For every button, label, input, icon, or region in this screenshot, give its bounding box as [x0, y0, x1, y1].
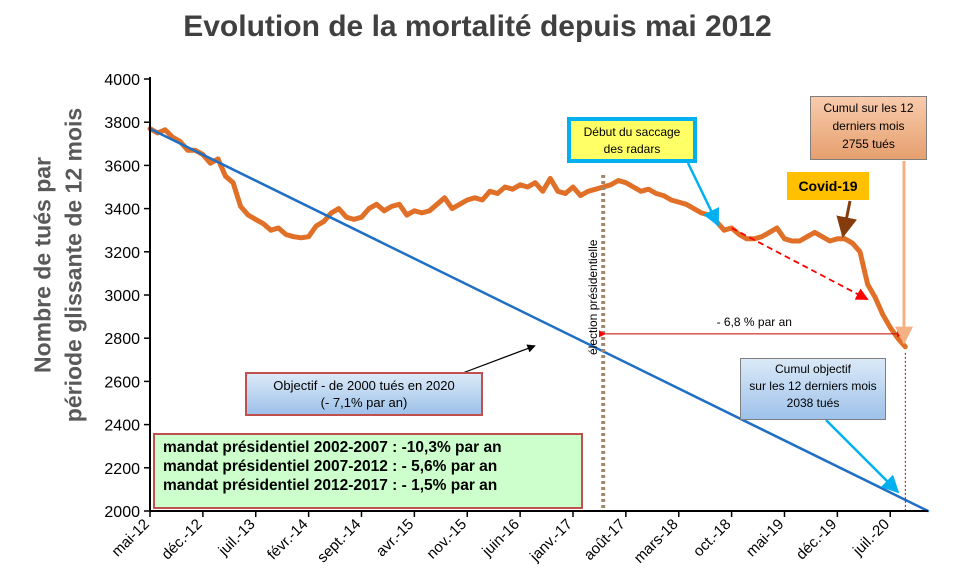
cumul-objectif-arrow	[825, 419, 900, 494]
x-tick-label: juil.-13	[215, 516, 259, 560]
x-tick-label: févr.-14	[264, 516, 311, 563]
x-tick-label: mai-12	[108, 516, 152, 560]
mandat-line-3: mandat présidentiel 2012-2017 : - 1,5% p…	[163, 477, 498, 494]
mandat-line-1: mandat présidentiel 2002-2007 : -10,3% p…	[163, 439, 502, 456]
x-tick-label: août-17	[581, 516, 629, 564]
x-tick-label: sept.-14	[314, 516, 364, 566]
y-tick-label: 2400	[104, 418, 140, 435]
x-tick-label: juin-16	[478, 516, 523, 561]
cumul-callout: Cumul sur les 12 derniers mois 2755 tués	[810, 96, 927, 160]
mandat-line-2: mandat présidentiel 2007-2012 : - 5,6% p…	[163, 458, 498, 475]
mandat-summary-box: mandat présidentiel 2002-2007 : -10,3% p…	[153, 433, 583, 509]
chart-title: Evolution de la mortalité depuis mai 201…	[183, 10, 772, 43]
cumul-line-3: 2755 tués	[842, 137, 895, 151]
objectif-line-2: (- 7,1% par an)	[320, 395, 408, 410]
mortality-series-line	[147, 126, 908, 350]
y-tick-label: 2000	[104, 504, 140, 521]
objectif-callout: Objectif - de 2000 tués en 2020 (- 7,1% …	[245, 372, 483, 416]
y-tick-label: 2800	[104, 331, 140, 348]
election-label: élection présidentielle	[586, 239, 600, 355]
covid-arrow	[836, 200, 858, 239]
radars-line-2: des radars	[603, 142, 661, 156]
cumul-line-1: Cumul sur les 12	[823, 101, 914, 115]
covid-label: Covid-19	[798, 178, 858, 194]
x-tick-label: nov.-15	[423, 516, 470, 563]
cumul-objectif-line-3: 2038 tués	[786, 396, 840, 410]
x-tick-label: janv.-17	[526, 516, 576, 566]
x-tick-label: avr.-15	[373, 516, 417, 560]
cumul-line-2: derniers mois	[832, 119, 905, 133]
rate-label: - 6,8 % par an	[717, 315, 792, 329]
objectif-line-1: Objectif - de 2000 tués en 2020	[273, 378, 455, 393]
objective-series-line	[148, 127, 930, 513]
x-tick-label: mars-18	[631, 516, 682, 567]
cumul-objectif-callout: Cumul objectif sur les 12 derniers mois …	[740, 358, 886, 420]
cumul-objectif-line-2: sur les 12 derniers mois	[749, 379, 877, 393]
y-tick-label: 2200	[104, 461, 140, 478]
radars-line-1: Début du saccage	[583, 125, 681, 139]
x-tick-label: juil.-20	[849, 516, 893, 560]
x-tick-label: oct.-18	[690, 516, 734, 560]
trend-dashed-arrow	[731, 227, 869, 301]
covid-callout: Covid-19	[787, 172, 869, 200]
objectif-arrow	[459, 344, 536, 375]
radars-arrow	[686, 162, 720, 227]
y-tick-label: 3600	[104, 158, 140, 175]
cumul-objectif-line-1: Cumul objectif	[774, 362, 852, 376]
y-tick-label: 3200	[104, 245, 140, 262]
y-tick-label: 3000	[104, 288, 140, 305]
y-tick-label: 4000	[104, 72, 140, 89]
x-tick-label: déc.-19	[793, 516, 840, 563]
x-tick-label: déc.-12	[158, 516, 205, 563]
y-tick-label: 2600	[104, 374, 140, 391]
y-tick-label: 3400	[104, 202, 140, 219]
y-tick-label: 3800	[104, 115, 140, 132]
radars-callout: Début du saccage des radars	[567, 117, 697, 163]
x-tick-label: mai-19	[743, 516, 787, 560]
